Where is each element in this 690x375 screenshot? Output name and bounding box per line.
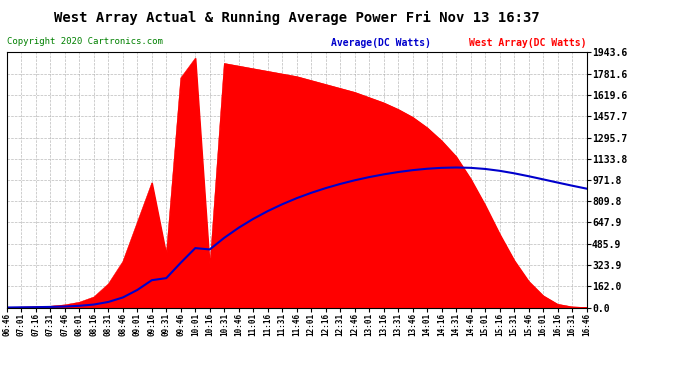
Text: Average(DC Watts): Average(DC Watts) xyxy=(331,38,431,48)
Text: Copyright 2020 Cartronics.com: Copyright 2020 Cartronics.com xyxy=(7,38,163,46)
Text: West Array Actual & Running Average Power Fri Nov 13 16:37: West Array Actual & Running Average Powe… xyxy=(54,11,540,26)
Text: West Array(DC Watts): West Array(DC Watts) xyxy=(469,38,586,48)
